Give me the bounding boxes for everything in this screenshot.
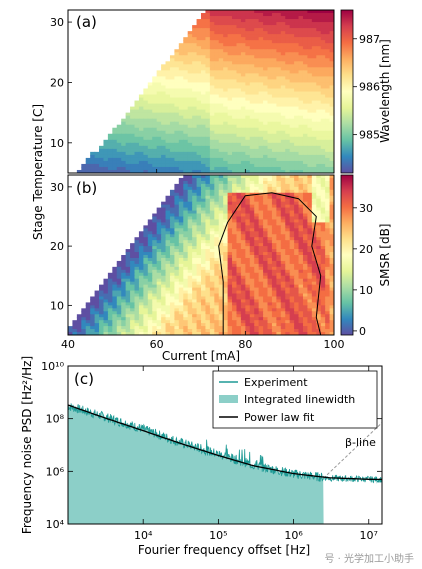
smsr-colorbar-label: SMSR [dB] [378,224,392,287]
legend-box [212,370,378,429]
panel-b-x-ticks: 40 60 80 100 [61,331,345,351]
noise-psd-plot [68,403,382,524]
y-tick-label: 10 [50,299,64,312]
x-tick-label: 40 [61,338,75,351]
beta-line-annotation: β-line [345,436,376,449]
panel-c-y-ticks: 10⁴ 10⁶ 10⁸ 10¹⁰ [41,360,382,531]
x-tick-label: 80 [238,338,252,351]
colorbar-tick-label: 10 [359,284,373,297]
x-tick-label: 60 [150,338,164,351]
panel-b-label: (b) [76,179,97,197]
panel-a: (a) 10 20 30 985 986 987 Wavelength [nm] [50,9,392,174]
x-tick-label: 100 [324,338,345,351]
panel-c: (c) β-line 10⁴ 10⁵ 10⁶ 10⁷ 10⁴ 10⁶ 10⁸ 10¹⁰ Fr… [20,356,383,557]
beta-line [323,422,382,479]
watermark: 号 · 光学加工小助手 [324,554,414,565]
legend-power-law-fit: Power law fit [244,411,315,424]
wavelength-colorbar-label: Wavelength [nm] [378,39,392,143]
panel-c-label: (c) [74,370,94,388]
wavelength-colorbar-ticks: 985 986 987 [353,33,380,142]
y-tick-label: 20 [50,240,64,253]
y-tick-label: 30 [50,16,64,29]
x-tick-label: 10⁶ [284,529,303,542]
y-tick-label: 10⁸ [46,413,65,426]
colorbar-tick-label: 985 [359,129,380,142]
panel-b-frame [67,174,335,336]
colorbar-tick-label: 0 [359,325,366,338]
smsr-map [68,175,334,335]
wavelength-map [76,10,334,173]
y-tick-label: 10 [50,137,64,150]
legend-integrated-linewidth: Integrated linewidth [244,393,355,406]
legend-integrated-linewidth-swatch [219,395,238,403]
y-tick-label: 10⁶ [46,465,65,478]
y-tick-label: 30 [50,181,64,194]
x-tick-label: 10⁴ [134,529,153,542]
experiment-line [68,403,382,484]
panel-a-frame [67,9,335,174]
colorbar-tick-label: 987 [359,33,380,46]
x-tick-label: 10⁵ [209,529,227,542]
smsr-colorbar [340,174,354,336]
fourier-frequency-axis-label: Fourier frequency offset [Hz] [138,543,310,557]
panel-b: (b) 10 20 30 40 60 80 100 Current [mA] 0 10 20 3… [50,174,392,363]
panel-c-x-ticks: 10⁴ 10⁵ 10⁶ 10⁷ [134,366,378,542]
colorbar-tick-label: 30 [359,202,373,215]
frequency-noise-axis-label: Frequency noise PSD [Hz²/Hz] [20,356,34,534]
panel-a-x-ticks [67,169,335,173]
panel-a-y-ticks: 10 20 30 [50,16,72,150]
current-axis-label: Current [mA] [162,349,240,363]
wavelength-colorbar [340,9,354,174]
panel-b-y-ticks: 10 20 30 [50,181,72,312]
colorbar-tick-label: 986 [359,81,380,94]
panel-c-frame [67,365,383,525]
y-tick-label: 20 [50,76,64,89]
legend: Experiment Integrated linewidth Power la… [212,370,378,429]
y-tick-label: 10⁴ [46,518,65,531]
smsr-contour [218,192,322,335]
stage-temperature-axis-label: Stage Temperature [C] [31,104,45,240]
y-tick-label: 10¹⁰ [41,360,64,373]
integrated-linewidth-area [68,403,324,524]
legend-experiment: Experiment [244,376,308,389]
panel-a-label: (a) [76,13,97,31]
power-law-fit-line [68,404,382,481]
x-tick-label: 10⁷ [360,529,378,542]
smsr-colorbar-ticks: 0 10 20 30 [353,202,373,338]
colorbar-tick-label: 20 [359,243,373,256]
